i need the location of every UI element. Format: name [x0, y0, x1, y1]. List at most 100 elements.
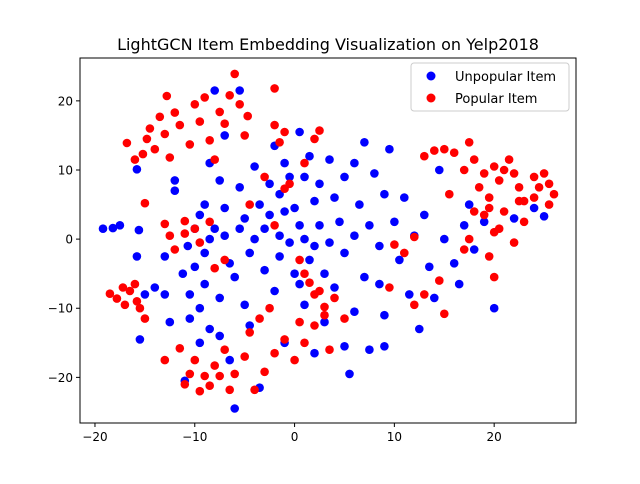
- scatter-point: [479, 169, 489, 178]
- scatter-point: [360, 272, 369, 282]
- scatter-point: [325, 238, 334, 247]
- scatter-point: [215, 176, 224, 185]
- scatter-point: [178, 269, 188, 279]
- scatter-point: [195, 238, 205, 247]
- scatter-point: [295, 127, 304, 137]
- scatter-point: [325, 345, 334, 355]
- scatter-point: [205, 381, 214, 391]
- scatter-point: [190, 224, 200, 233]
- scatter-point: [170, 176, 180, 185]
- scatter-point: [420, 151, 429, 161]
- scatter-point: [205, 217, 214, 227]
- scatter-point: [370, 169, 379, 178]
- scatter-point: [449, 259, 459, 268]
- scatter-point: [230, 69, 239, 79]
- scatter-point: [122, 138, 132, 148]
- legend-box: [410, 62, 570, 112]
- scatter-point: [250, 385, 259, 395]
- scatter-point: [220, 255, 229, 265]
- series-unpopular: [98, 86, 549, 413]
- legend-label-popular: Popular Item: [455, 92, 537, 107]
- scatter-point: [140, 290, 150, 299]
- scatter-point: [514, 183, 524, 192]
- scatter-point: [245, 321, 254, 330]
- scatter-point: [132, 297, 142, 306]
- scatter-point: [170, 108, 180, 117]
- scatter-point: [250, 162, 259, 171]
- scatter-point: [315, 179, 324, 189]
- scatter-point: [205, 136, 214, 145]
- scatter-point: [200, 371, 209, 381]
- scatter-point: [494, 176, 504, 185]
- scatter-point: [380, 310, 389, 320]
- scatter-point: [210, 155, 219, 164]
- y-tick-label: −10: [48, 302, 73, 316]
- scatter-point: [300, 172, 309, 182]
- scatter-point: [484, 203, 494, 213]
- scatter-point: [300, 158, 309, 168]
- scatter-point: [285, 172, 294, 182]
- scatter-point: [162, 91, 172, 101]
- scatter-point: [245, 200, 254, 209]
- scatter-point: [265, 179, 274, 189]
- legend-marker-popular: [426, 93, 436, 103]
- legend-label-unpopular: Unpopular Item: [455, 70, 556, 85]
- scatter-point: [230, 404, 239, 413]
- scatter-point: [459, 165, 469, 175]
- scatter-point: [395, 255, 404, 265]
- scatter-point: [489, 162, 499, 171]
- scatter-point: [215, 371, 224, 381]
- scatter-point: [195, 117, 205, 126]
- series-popular: [105, 69, 559, 396]
- scatter-point: [185, 140, 195, 149]
- scatter-point: [260, 265, 269, 275]
- scatter-point: [185, 314, 195, 323]
- scatter-point: [390, 217, 399, 227]
- scatter-point: [355, 200, 364, 209]
- scatter-point: [405, 290, 414, 299]
- scatter-point: [295, 221, 304, 230]
- scatter-point: [185, 369, 195, 379]
- scatter-point: [350, 158, 359, 168]
- scatter-point: [454, 279, 464, 289]
- scatter-point: [255, 314, 264, 323]
- scatter-point: [140, 314, 150, 323]
- scatter-point: [310, 321, 319, 330]
- scatter-point: [210, 224, 219, 233]
- scatter-point: [245, 328, 254, 337]
- scatter-point: [290, 355, 299, 365]
- scatter-point: [469, 245, 479, 254]
- scatter-point: [469, 207, 479, 216]
- scatter-point: [295, 279, 304, 289]
- scatter-point: [340, 314, 349, 323]
- scatter-point: [245, 248, 254, 258]
- scatter-point: [489, 227, 499, 237]
- scatter-point: [440, 234, 449, 244]
- x-axis-ticks: −20 −10 0 10 20: [82, 423, 502, 444]
- scatter-point: [375, 241, 384, 251]
- scatter-point: [509, 238, 519, 247]
- scatter-point: [300, 300, 309, 310]
- scatter-point: [300, 338, 309, 348]
- scatter-point: [489, 303, 499, 313]
- scatter-point: [140, 198, 150, 208]
- scatter-point: [240, 300, 249, 310]
- scatter-point: [340, 172, 349, 182]
- scatter-point: [539, 212, 549, 221]
- scatter-point: [270, 84, 279, 93]
- scatter-point: [225, 91, 234, 100]
- scatter-point: [200, 200, 209, 209]
- scatter-point: [539, 169, 549, 178]
- scatter-point: [435, 165, 444, 175]
- scatter-point: [320, 317, 329, 327]
- scatter-point: [132, 252, 142, 261]
- scatter-point: [534, 183, 544, 192]
- scatter-point: [544, 179, 554, 189]
- scatter-point: [230, 369, 239, 379]
- scatter-point: [529, 203, 539, 213]
- scatter-point: [135, 335, 145, 344]
- scatter-point: [445, 189, 454, 199]
- scatter-point: [514, 196, 524, 206]
- scatter-point: [240, 214, 249, 223]
- scatter-point: [295, 317, 304, 327]
